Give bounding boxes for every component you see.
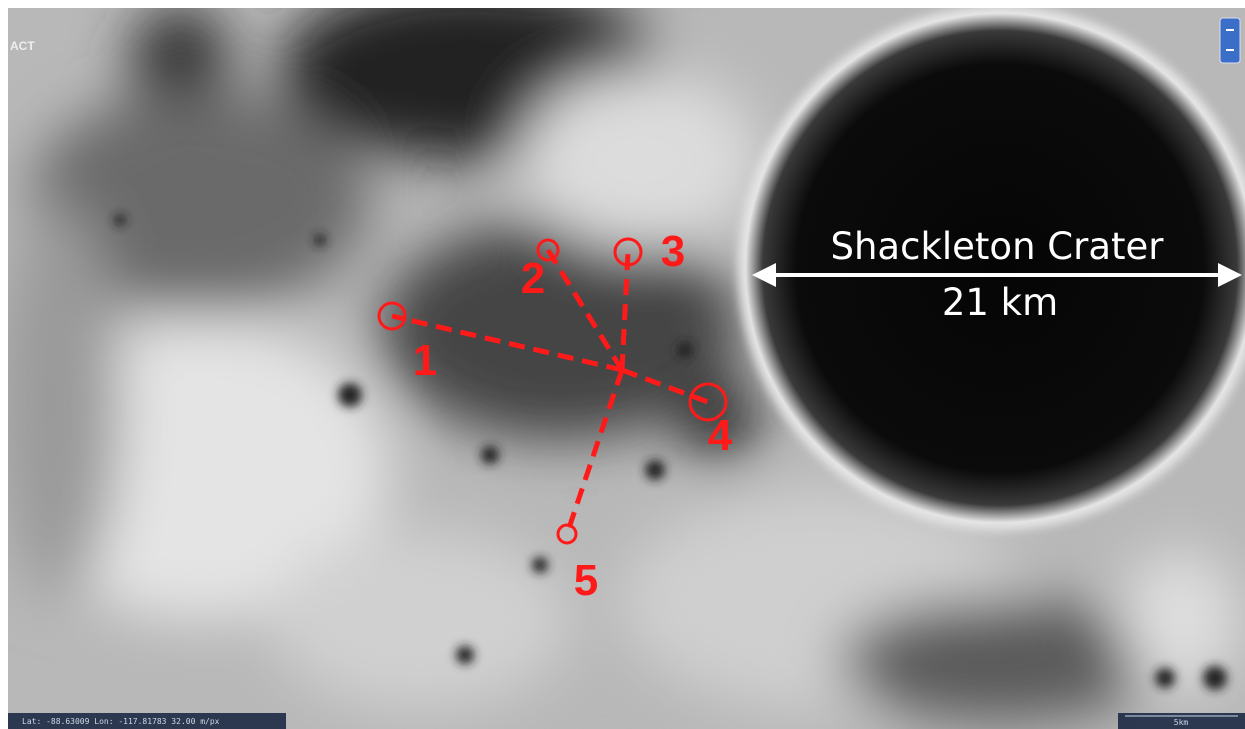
site-label: 4 (708, 411, 733, 460)
logo: ACT (10, 39, 35, 53)
logo-text: ACT (10, 39, 35, 53)
site-label: 2 (521, 254, 545, 303)
site-label: 1 (413, 336, 437, 385)
zoom-bar[interactable] (1220, 18, 1240, 63)
scale-bar-label: 5km (1174, 718, 1189, 727)
map-view: ACT 1 2 3 4 5 Shackleton Crater 21 km La… (0, 0, 1245, 729)
site-label: 5 (574, 556, 598, 605)
status-text: Lat: -88.63009 Lon: -117.81783 32.00 m/p… (22, 717, 220, 726)
crater (745, 13, 1245, 523)
site-label: 3 (661, 227, 685, 276)
zoom-control (1220, 18, 1240, 63)
crater-name: Shackleton Crater (831, 225, 1165, 268)
crater-diameter: 21 km (942, 281, 1058, 324)
